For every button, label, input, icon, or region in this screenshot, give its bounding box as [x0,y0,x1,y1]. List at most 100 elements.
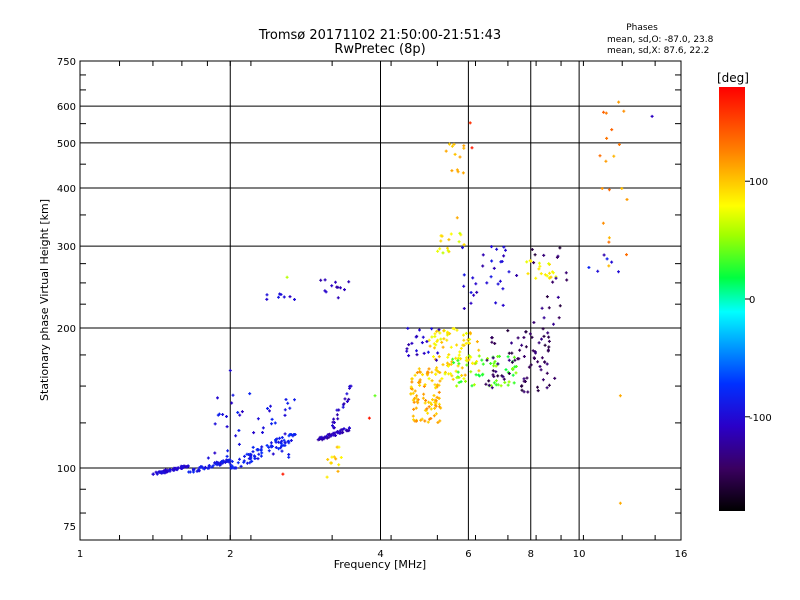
data-point [206,466,210,470]
data-point [492,266,496,270]
data-point [553,376,557,380]
data-point [443,372,447,376]
data-point [461,343,465,347]
data-point [200,465,204,469]
data-point [234,434,238,438]
data-point [176,466,180,470]
data-point [411,414,415,418]
data-point [554,276,558,280]
data-point [283,432,287,436]
data-point [334,280,337,284]
data-point [602,253,606,257]
data-point [487,379,491,383]
data-point [417,367,421,371]
data-point [225,454,229,458]
data-point [446,249,450,253]
data-point [237,429,241,432]
data-point [502,245,506,249]
data-point [455,343,459,347]
data-point [325,475,329,479]
data-point [226,449,230,453]
data-point [437,355,441,359]
data-point [524,345,528,349]
data-point [504,248,507,252]
x-tick-label: 1 [77,549,83,560]
data-point [248,461,252,465]
data-point [284,398,288,401]
data-point [435,395,439,399]
data-point [469,370,473,374]
data-point [439,239,443,243]
data-point [491,356,495,360]
data-point [468,121,472,125]
data-point [547,262,551,266]
data-point [450,144,454,148]
data-point [436,370,440,374]
data-point [228,369,232,372]
data-point [426,350,430,354]
data-point [601,221,605,225]
data-point [518,348,522,352]
data-point [607,188,611,192]
data-point [419,418,423,422]
data-point [459,380,463,384]
data-point [318,437,322,441]
data-point [412,400,416,404]
data-point [534,276,538,280]
data-point [261,431,264,434]
data-point [520,384,524,388]
data-point [286,440,290,443]
data-point [481,362,485,366]
data-point [337,445,341,449]
data-point [434,404,438,408]
data-point [546,331,550,335]
x-tick-label: 8 [528,549,534,560]
data-point [192,470,195,474]
data-point [427,377,431,381]
data-point [280,449,284,453]
data-point [348,384,352,388]
data-point [457,353,461,357]
data-point [622,109,626,113]
x-tick-label: 2 [227,549,233,560]
data-point [485,281,489,285]
data-point [524,330,528,334]
data-point [155,472,159,476]
data-point [409,392,413,396]
data-point [537,341,541,345]
data-point [467,341,471,345]
data-point [607,240,611,244]
data-point [547,339,551,343]
data-point [430,370,434,374]
data-point [456,364,460,368]
x-tick-label: 4 [377,549,383,560]
data-point [336,296,340,300]
data-point [225,415,228,418]
data-point [462,377,466,381]
data-point [245,452,249,456]
data-point [480,358,484,362]
data-point [604,159,608,163]
data-point [185,465,189,469]
data-point [465,363,469,367]
data-point [426,420,430,424]
y-tick-label: 600 [57,102,76,113]
data-point [338,431,342,435]
data-point [490,386,494,390]
data-point [283,413,287,417]
data-point [230,460,234,463]
data-point [410,380,414,384]
data-point [345,392,349,396]
data-point [472,383,476,387]
data-point [605,257,609,261]
data-point [480,373,484,377]
data-point [506,355,510,359]
data-point [197,469,201,473]
data-point [494,301,498,305]
data-point [422,384,426,388]
data-point [345,400,349,403]
data-point [441,251,445,255]
data-point [225,425,229,429]
x-axis-label: Frequency [MHz] [334,558,426,571]
data-point [449,372,453,376]
